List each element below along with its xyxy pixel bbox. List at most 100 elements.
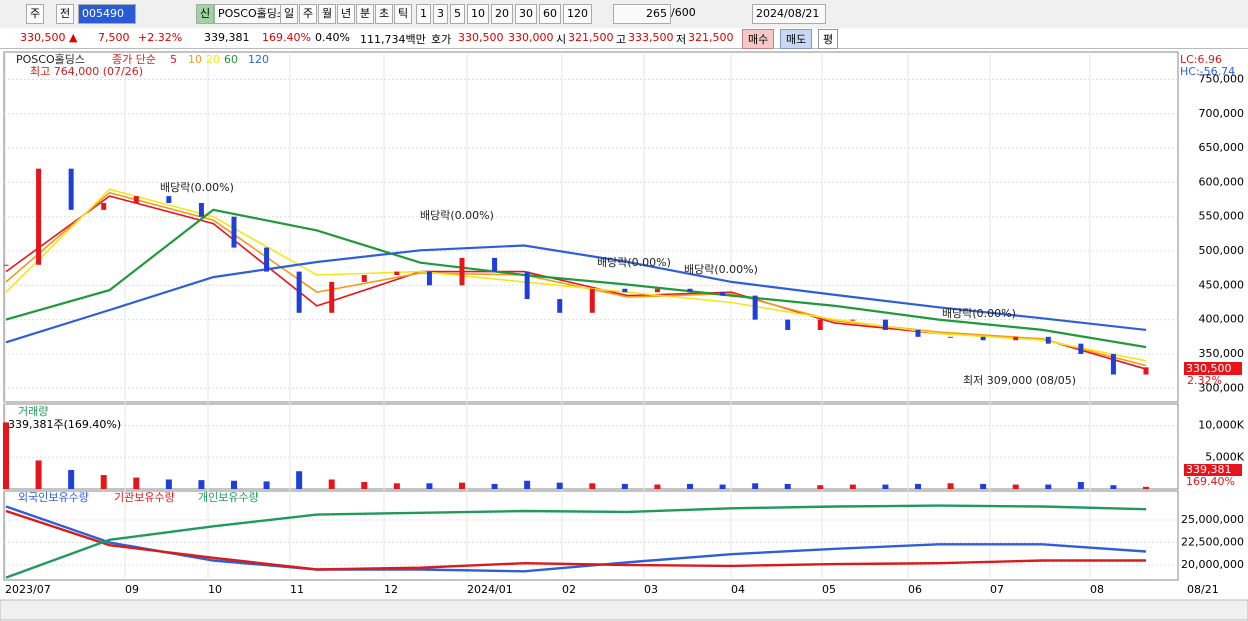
volume-bar xyxy=(491,483,498,489)
label: 배당락(0.00%) xyxy=(420,209,494,222)
volume-bar xyxy=(1012,484,1019,489)
volume-bar xyxy=(817,485,824,489)
period-type[interactable]: 주 xyxy=(26,4,45,24)
new[interactable]: 신 xyxy=(196,4,215,24)
quote-bar: 330,500 ▲ 7,500 +2.32% 339,381 169.40% 0… xyxy=(0,28,1248,49)
candle xyxy=(166,196,172,203)
x-tick-label: 06 xyxy=(908,583,922,596)
period-button[interactable]: 틱 xyxy=(394,4,413,24)
candle xyxy=(3,264,9,266)
volume-bar xyxy=(198,480,205,489)
line-series xyxy=(5,244,1147,344)
eval-button[interactable]: 평 xyxy=(818,29,839,49)
volume-rate: 169.40% xyxy=(262,31,311,44)
volume-bar xyxy=(752,483,759,489)
period-button[interactable]: 년 xyxy=(337,4,356,24)
y-tick-label: 20,000,000 xyxy=(1181,558,1244,571)
x-tick-label: 04 xyxy=(731,583,745,596)
ask: 330,500 xyxy=(458,31,504,44)
interval-button[interactable]: 120 xyxy=(563,4,592,24)
volume-bar xyxy=(35,460,42,489)
y-tick-label: 300,000 xyxy=(1199,381,1245,394)
interval-button[interactable]: 3 xyxy=(433,4,448,24)
candle xyxy=(394,271,400,276)
x-tick-label: 11 xyxy=(290,583,304,596)
period-button[interactable]: 일 xyxy=(280,4,299,24)
sell-button[interactable]: 매도 xyxy=(780,29,813,49)
candle xyxy=(850,319,856,321)
label: 최고 764,000 (07/26) xyxy=(30,65,143,78)
interval-button[interactable]: 5 xyxy=(450,4,465,24)
y-tick-label: 10,000K xyxy=(1198,419,1244,432)
y-tick-label: 600,000 xyxy=(1199,175,1245,188)
interval-button[interactable]: 60 xyxy=(539,4,561,24)
volume-bar xyxy=(556,482,563,489)
volume-bar xyxy=(524,480,531,489)
volume-bar xyxy=(1110,485,1117,489)
interval-button[interactable]: 20 xyxy=(491,4,513,24)
label: 최저 309,000 (08/05) xyxy=(963,374,1076,387)
panel-subtitle: 339,381주(169.40%) xyxy=(8,418,121,431)
y-tick-label: 700,000 xyxy=(1199,107,1245,120)
period-button[interactable]: 월 xyxy=(318,4,337,24)
candle xyxy=(296,271,302,313)
candle xyxy=(329,281,335,313)
candle xyxy=(426,271,432,286)
legend-entry: 60 xyxy=(224,53,238,66)
candle xyxy=(589,288,595,313)
candle xyxy=(133,196,139,203)
buy-button[interactable]: 매수 xyxy=(742,29,775,49)
volume-bar xyxy=(849,484,856,489)
scrollbar[interactable] xyxy=(0,599,1248,621)
legend-entry: 10 xyxy=(188,53,202,66)
legend-entry: 5 xyxy=(170,53,177,66)
candle xyxy=(492,257,498,272)
y-tick-label: 25,000,000 xyxy=(1181,513,1244,526)
stock-name[interactable]: POSCO홀딩스 xyxy=(214,4,282,24)
candle xyxy=(752,295,758,320)
candle xyxy=(557,299,563,313)
candle xyxy=(817,319,823,330)
x-tick-label: 08 xyxy=(1090,583,1104,596)
period-button[interactable]: 분 xyxy=(356,4,375,24)
bid: 330,000 xyxy=(508,31,554,44)
line-series xyxy=(5,505,1147,573)
candle xyxy=(980,336,986,341)
chart-area: 2023/07 09 10 11 12 2024/01 02 03 04 05 06 07 08 08/2… xyxy=(0,51,1248,621)
y-tick-label: 500,000 xyxy=(1199,244,1245,257)
count[interactable]: 265 xyxy=(613,4,671,24)
period-button[interactable]: 주 xyxy=(299,4,318,24)
legend-entry: 120 xyxy=(248,53,269,66)
volume-bar xyxy=(784,483,791,489)
period-button[interactable]: 초 xyxy=(375,4,394,24)
legend-entry: 외국인보유수량 xyxy=(18,491,89,504)
x-tick-label: 07 xyxy=(990,583,1004,596)
low: 321,500 xyxy=(688,31,734,44)
x-tick-label: 10 xyxy=(208,583,222,596)
volume-bar xyxy=(719,484,726,489)
volume-bar xyxy=(231,480,237,489)
label: 배당락(0.00%) xyxy=(942,307,1016,320)
label: LC:6.96 xyxy=(1180,53,1222,66)
candle xyxy=(687,288,693,293)
interval-button[interactable]: 10 xyxy=(467,4,489,24)
y-tick-label: 650,000 xyxy=(1199,141,1245,154)
legend-entry: 20 xyxy=(206,53,220,66)
code-input[interactable]: 005490 xyxy=(78,4,136,24)
y-tick-label: 22,500,000 xyxy=(1181,535,1244,548)
x-tick-label: 03 xyxy=(644,583,658,596)
interval-button[interactable]: 1 xyxy=(416,4,431,24)
label: POSCO홀딩스 xyxy=(16,53,85,66)
candle xyxy=(915,329,921,337)
volume-bar xyxy=(328,479,335,489)
interval-button[interactable]: 30 xyxy=(515,4,537,24)
amount: 111,734백만 xyxy=(360,33,426,46)
date[interactable]: 2024/08/21 xyxy=(752,4,826,24)
candle xyxy=(1045,336,1051,344)
prev[interactable]: 전 xyxy=(56,4,75,24)
candle xyxy=(948,336,954,338)
candle xyxy=(1143,367,1149,375)
volume: 339,381 xyxy=(204,31,250,44)
candle xyxy=(459,257,465,286)
